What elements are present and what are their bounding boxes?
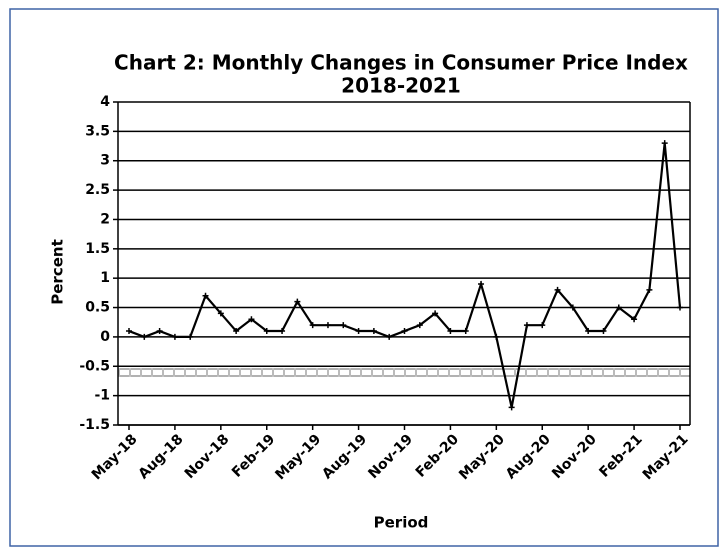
y-tick-label: 2	[100, 211, 110, 227]
y-tick-label: -1	[94, 388, 110, 404]
point-marker	[171, 333, 178, 340]
y-tick-label: 3	[100, 153, 110, 169]
point-marker	[677, 304, 683, 311]
point-marker	[401, 328, 408, 335]
y-tick-label: 1.5	[85, 241, 110, 257]
point-marker	[279, 328, 286, 335]
point-marker	[386, 333, 393, 340]
point-marker	[233, 328, 240, 335]
chart-title: Chart 2: Monthly Changes in Consumer Pri…	[114, 51, 688, 75]
y-tick-label: -0.5	[79, 358, 110, 374]
point-marker	[156, 328, 163, 335]
point-marker	[309, 322, 316, 329]
point-marker	[416, 322, 423, 329]
point-marker	[141, 333, 148, 340]
y-tick-label: 4	[100, 94, 110, 110]
point-marker	[478, 281, 485, 288]
point-marker	[187, 333, 194, 340]
point-marker	[248, 316, 255, 323]
point-marker	[462, 328, 469, 335]
point-marker	[340, 322, 347, 329]
point-marker	[202, 292, 209, 299]
point-marker	[585, 328, 592, 335]
point-marker	[631, 316, 638, 323]
point-marker	[539, 322, 546, 329]
chart-title: 2018-2021	[341, 74, 461, 98]
point-marker	[355, 328, 362, 335]
x-axis-title: Period	[374, 514, 429, 532]
point-marker	[493, 333, 500, 340]
point-marker	[523, 322, 530, 329]
y-tick-label: 0	[100, 329, 110, 345]
point-marker	[447, 328, 454, 335]
y-tick-label: 0.5	[85, 300, 110, 316]
y-tick-label: -1.5	[79, 417, 110, 433]
point-marker	[661, 140, 668, 147]
point-marker	[294, 298, 301, 305]
y-tick-label: 1	[100, 270, 110, 286]
point-marker	[126, 328, 132, 335]
point-marker	[370, 328, 377, 335]
point-marker	[432, 310, 439, 317]
point-marker	[569, 304, 576, 311]
y-axis-title: Percent	[49, 239, 67, 304]
point-marker	[554, 286, 561, 293]
point-marker	[646, 286, 653, 293]
point-marker	[600, 328, 607, 335]
point-marker	[615, 304, 622, 311]
point-marker	[217, 310, 224, 317]
point-marker	[324, 322, 331, 329]
y-tick-label: 3.5	[85, 123, 110, 139]
point-marker	[508, 404, 515, 411]
gray-band	[118, 368, 690, 377]
y-tick-label: 2.5	[85, 182, 110, 198]
point-marker	[263, 328, 270, 335]
